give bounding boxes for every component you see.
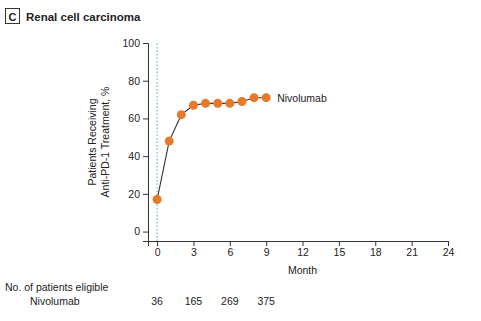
- x-tick-mark: [303, 241, 304, 246]
- reference-line: [156, 43, 157, 241]
- x-tick-mark: [157, 241, 158, 246]
- series-marker: [189, 101, 198, 110]
- risk-table-value: 269: [221, 295, 239, 307]
- x-axis-title: Month: [288, 264, 317, 276]
- series-line: [157, 98, 266, 200]
- x-tick-label: 9: [264, 246, 270, 258]
- x-tick-mark: [193, 241, 194, 246]
- series-marker: [165, 137, 174, 146]
- x-tick-mark: [339, 241, 340, 246]
- series-marker: [177, 110, 186, 119]
- risk-table-value: 165: [185, 295, 203, 307]
- panel-letter: C: [9, 11, 17, 23]
- y-tick-mark: [143, 43, 148, 44]
- y-tick: 20: [128, 188, 148, 200]
- panel-box: [6, 9, 20, 24]
- panel-label: C: [6, 9, 20, 24]
- risk-table-title: No. of patients eligible: [5, 281, 108, 293]
- series-marker: [250, 93, 259, 102]
- y-tick-label: 40: [128, 150, 140, 162]
- series-marker: [153, 195, 162, 204]
- y-axis: 0 20 40 60 80 100: [122, 37, 148, 242]
- y-tick-label: 0: [134, 225, 140, 237]
- x-axis-line: [149, 242, 449, 247]
- x-tick-mark: [230, 241, 231, 246]
- y-tick-mark: [143, 118, 148, 119]
- x-tick: 12: [297, 241, 309, 258]
- risk-table-value: 36: [151, 295, 163, 307]
- y-tick: 40: [128, 150, 148, 162]
- y-tick-mark: [143, 194, 148, 195]
- y-axis-title-line: Patients Receiving: [86, 98, 98, 185]
- x-tick: 18: [370, 241, 382, 258]
- x-tick-mark: [266, 241, 267, 246]
- series-label: Nivolumab: [277, 92, 327, 104]
- series-marker: [262, 93, 271, 102]
- x-tick-mark: [448, 241, 449, 246]
- x-tick-label: 18: [370, 246, 382, 258]
- x-tick-mark: [412, 241, 413, 246]
- x-tick: 6: [227, 241, 233, 258]
- x-tick: 3: [191, 241, 197, 258]
- y-tick-mark: [143, 81, 148, 82]
- series-marker: [237, 97, 246, 106]
- y-axis-title-line: Anti-PD-1 Treatment, %: [99, 87, 111, 198]
- y-tick-mark: [143, 156, 148, 157]
- y-tick: 60: [128, 112, 148, 124]
- x-tick-label: 15: [334, 246, 346, 258]
- risk-table-value: 375: [257, 295, 275, 307]
- series-marker: [213, 99, 222, 108]
- y-tick: 100: [122, 37, 148, 49]
- series-marker: [201, 99, 210, 108]
- y-tick-mark: [143, 232, 148, 233]
- x-tick-label: 21: [406, 246, 418, 258]
- risk-table: No. of patients eligible Nivolumab 36 165 26…: [5, 281, 275, 307]
- series-marker: [225, 99, 234, 108]
- x-axis: 0 3 6 9 12 15 18 21 24: [149, 241, 455, 258]
- x-tick-label: 6: [227, 246, 233, 258]
- chart: CRenal cell carcinoma0204060801000369121…: [0, 0, 481, 321]
- x-tick-label: 24: [443, 246, 455, 258]
- y-tick-label: 100: [122, 37, 140, 49]
- y-tick: 0: [134, 225, 148, 237]
- x-tick-label: 3: [191, 246, 197, 258]
- title: Renal cell carcinoma: [26, 11, 141, 23]
- y-axis-title: Patients ReceivingAnti-PD-1 Treatment, %: [86, 87, 111, 198]
- y-axis-line: [143, 44, 149, 242]
- y-tick-label: 80: [128, 75, 140, 87]
- x-tick: 9: [264, 241, 270, 258]
- plot-area: [153, 43, 271, 241]
- x-tick-label: 12: [297, 246, 309, 258]
- x-tick-label: 0: [155, 246, 161, 258]
- x-tick-mark: [375, 241, 376, 246]
- x-tick: 15: [334, 241, 346, 258]
- x-tick: 0: [155, 241, 161, 258]
- y-tick: 80: [128, 75, 148, 87]
- x-tick: 24: [443, 241, 455, 258]
- risk-table-row-name: Nivolumab: [30, 295, 80, 307]
- y-tick-label: 60: [128, 112, 140, 124]
- y-tick-label: 20: [128, 188, 140, 200]
- x-tick: 21: [406, 241, 418, 258]
